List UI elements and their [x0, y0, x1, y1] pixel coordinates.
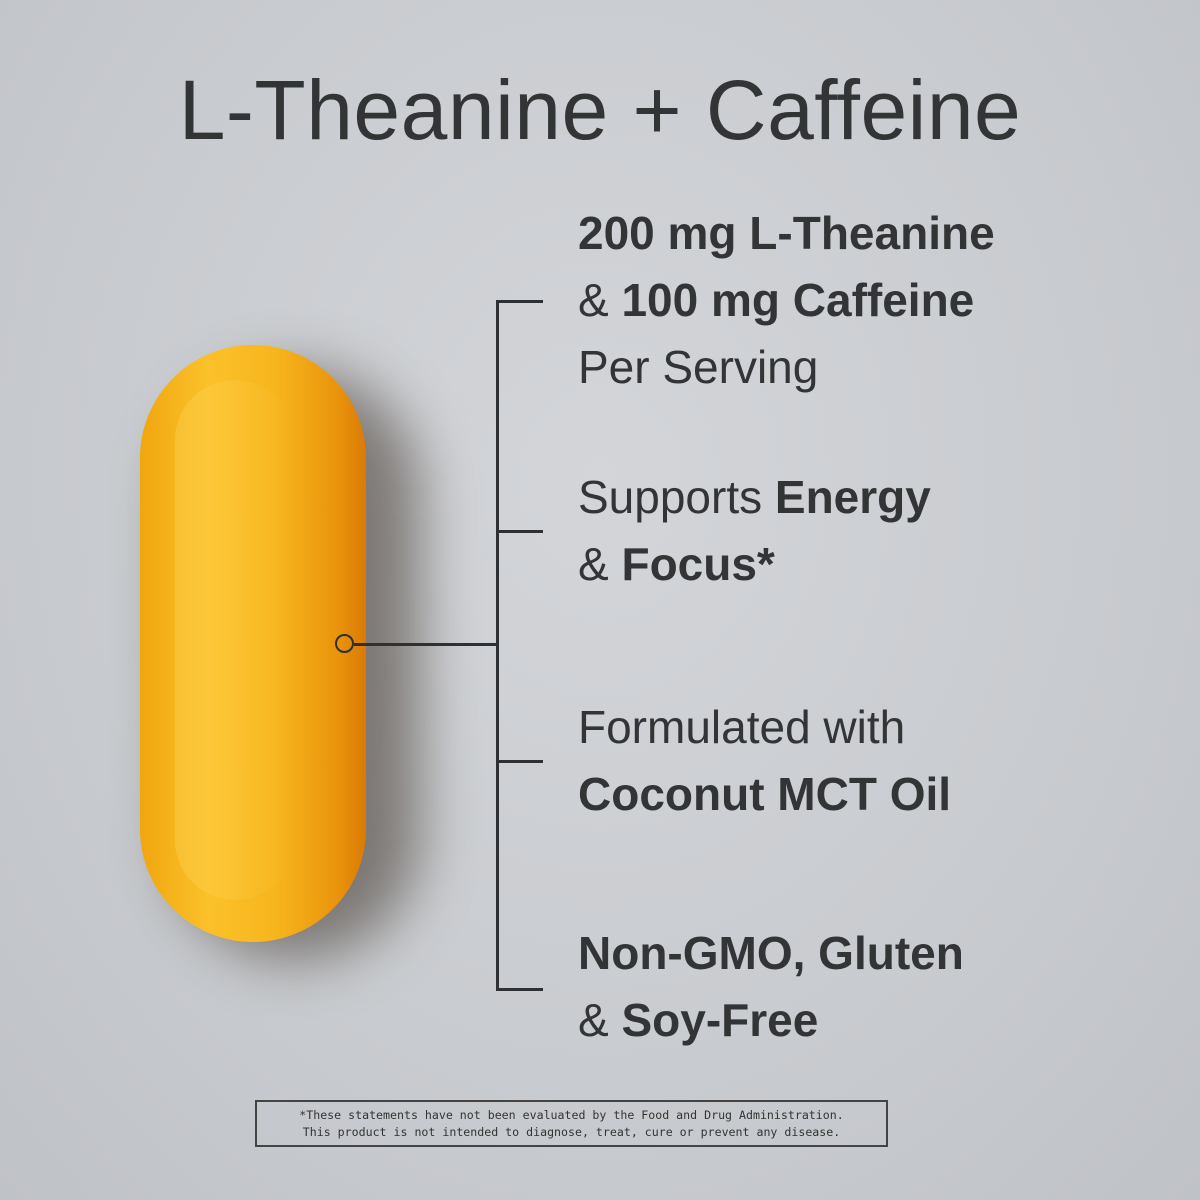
callout-dot-icon [335, 634, 354, 653]
disclaimer-line: This product is not intended to diagnose… [302, 1125, 841, 1139]
feature-energy-focus: Supports Energy & Focus* [578, 464, 931, 598]
feature-text: Coconut MCT Oil [578, 768, 952, 820]
feature-text: Formulated with [578, 701, 906, 753]
feature-text: & [578, 274, 622, 326]
page-title: L-Theanine + Caffeine [178, 63, 1022, 157]
fda-disclaimer: *These statements have not been evaluate… [255, 1100, 888, 1147]
callout-connector [354, 643, 498, 646]
softgel-image [140, 345, 366, 942]
feature-text: Supports [578, 471, 775, 523]
feature-text: Non-GMO, Gluten [578, 927, 964, 979]
callout-tick-3 [496, 760, 543, 763]
feature-mct-oil: Formulated with Coconut MCT Oil [578, 694, 951, 828]
feature-text: Focus* [621, 538, 775, 590]
feature-dosage: 200 mg L-Theanine & 100 mg Caffeine Per … [578, 200, 995, 401]
feature-text: Per Serving [578, 341, 819, 393]
callout-bracket-vertical [496, 300, 499, 991]
callout-tick-1 [496, 300, 543, 303]
feature-text: Energy [774, 471, 931, 523]
softgel-highlight [175, 380, 295, 900]
feature-text: 100 mg Caffeine [621, 274, 975, 326]
feature-text: 200 mg L-Theanine [578, 207, 995, 259]
feature-text: & [578, 994, 622, 1046]
feature-text: Soy-Free [621, 994, 819, 1046]
callout-tick-4 [496, 988, 543, 991]
disclaimer-line: *These statements have not been evaluate… [299, 1108, 844, 1122]
callout-tick-2 [496, 530, 543, 533]
feature-free-from: Non-GMO, Gluten & Soy-Free [578, 920, 964, 1054]
feature-text: & [578, 538, 622, 590]
